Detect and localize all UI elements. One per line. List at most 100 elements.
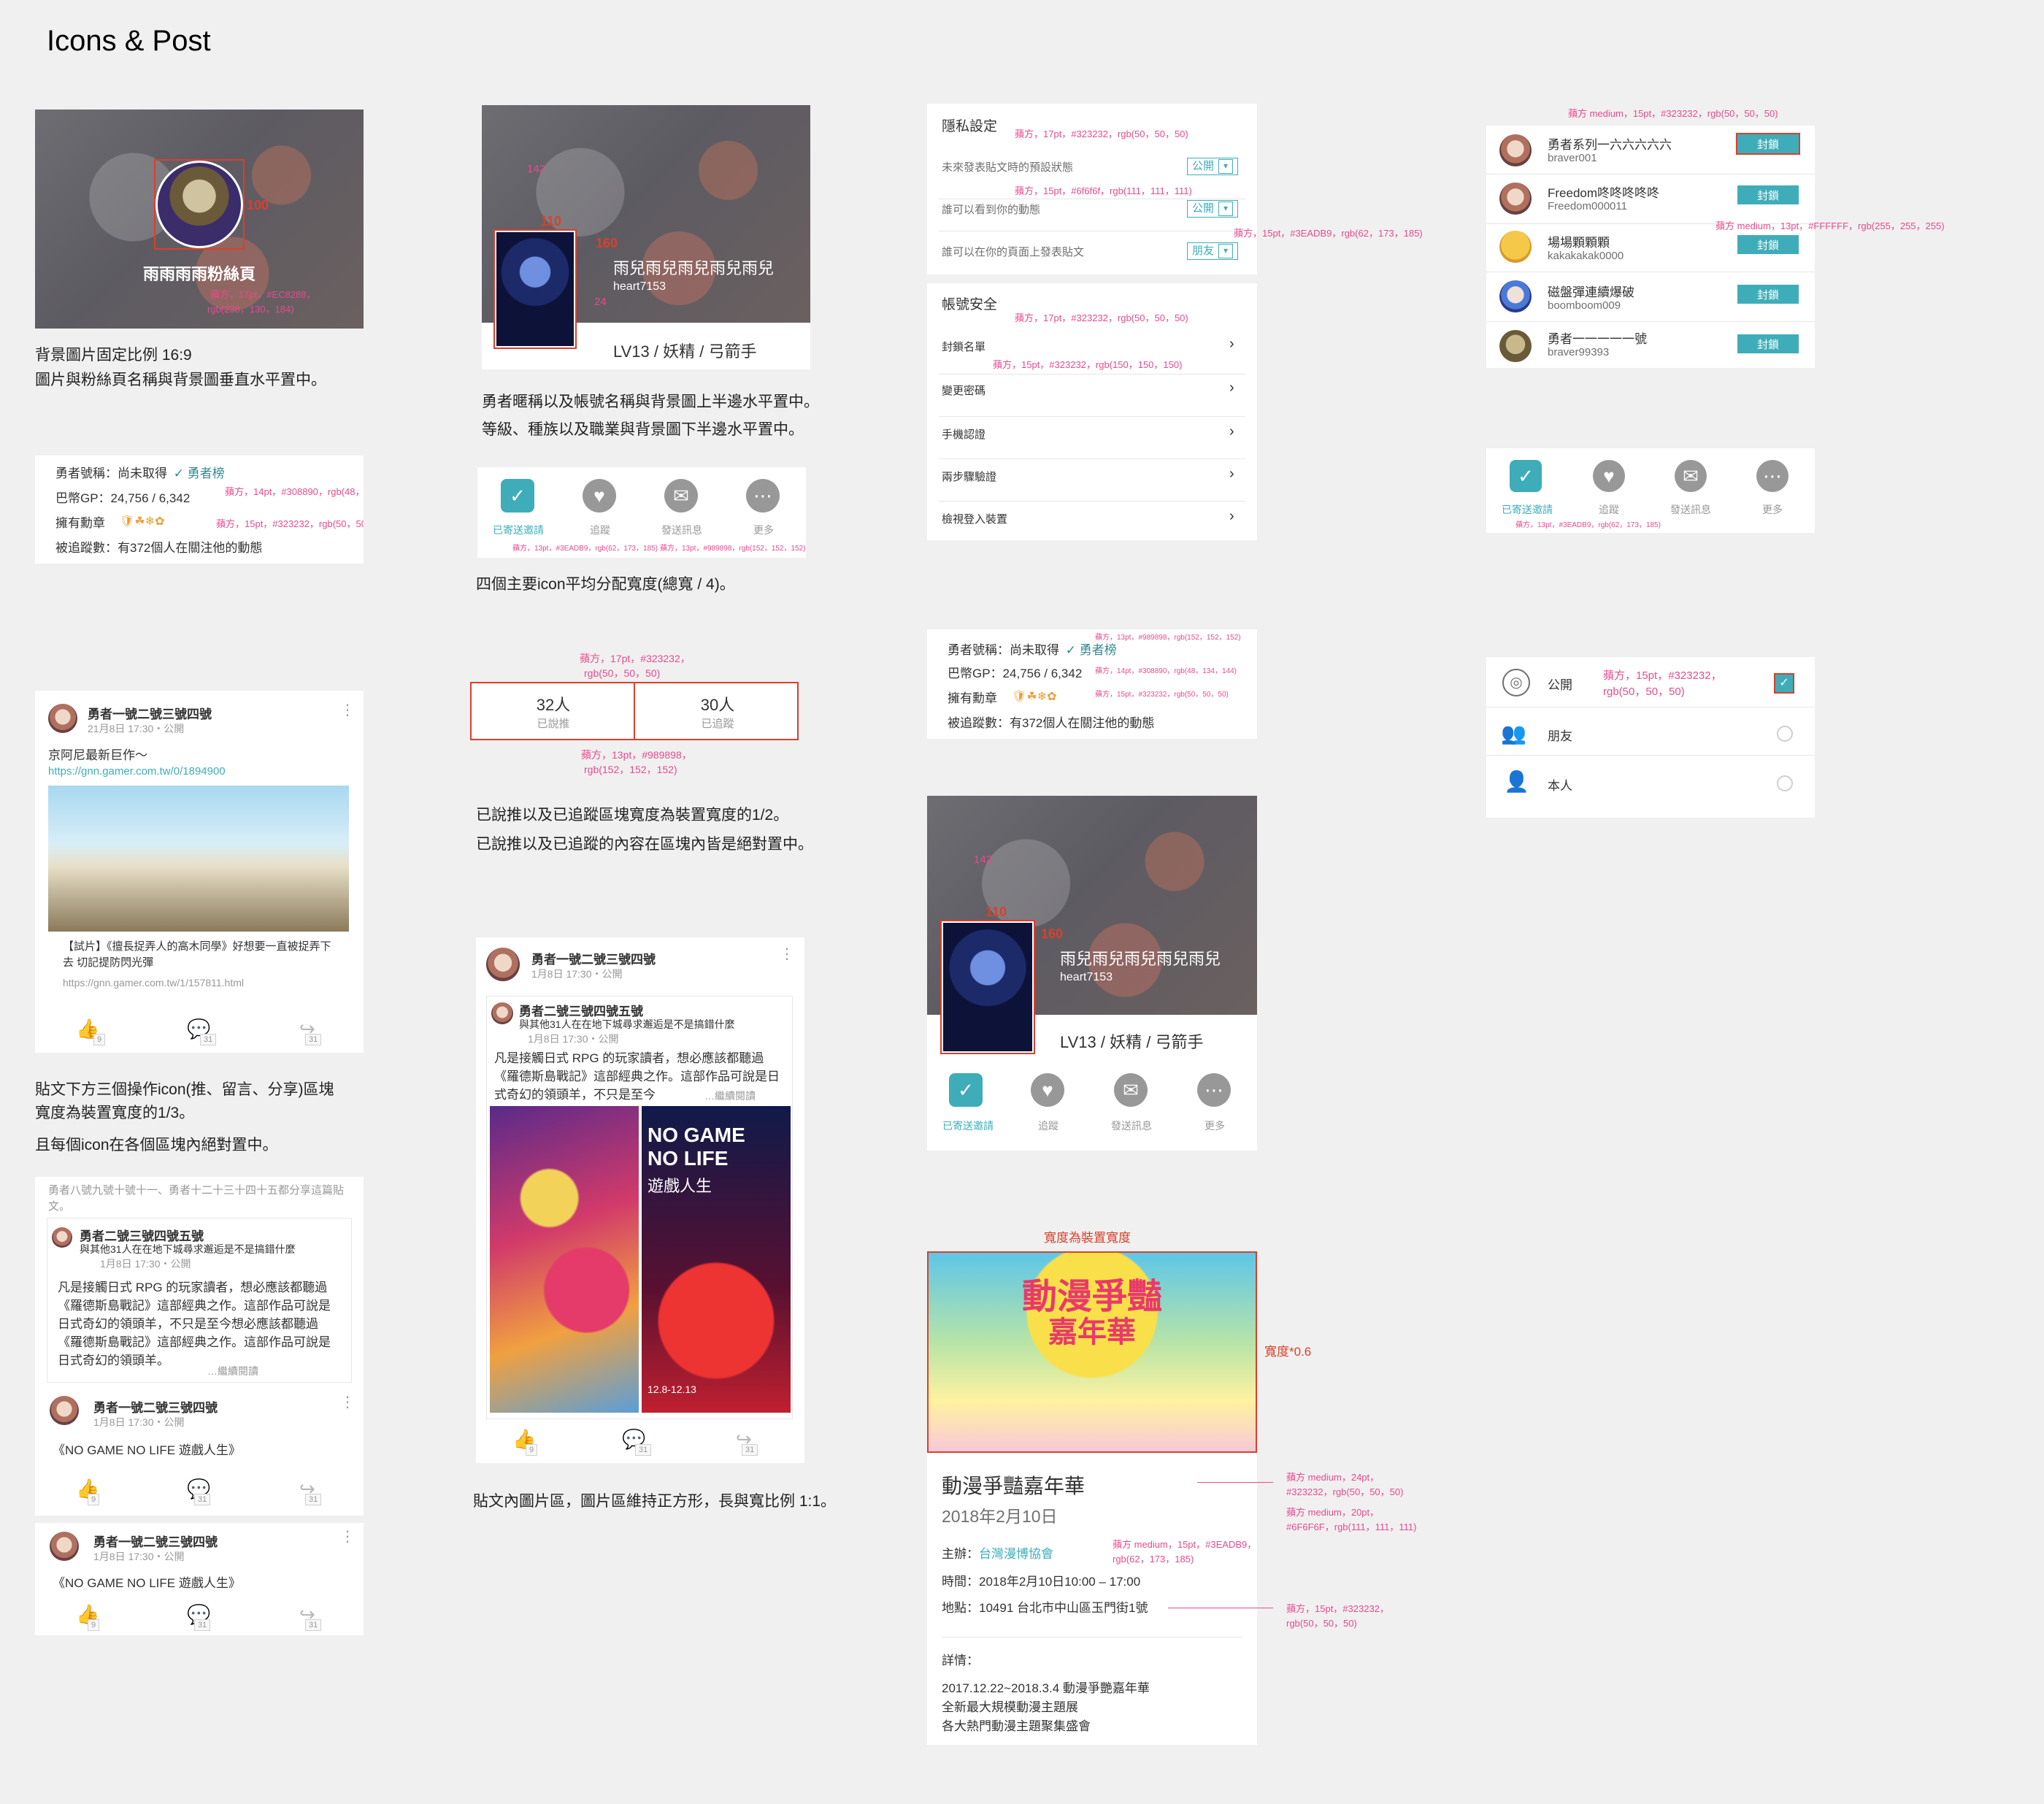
globe-icon: ◎ xyxy=(1502,669,1530,696)
message-icon-3[interactable]: ✉ xyxy=(1675,460,1707,492)
block-user-4-button[interactable]: 封鎖 xyxy=(1737,285,1799,304)
security-row-1[interactable]: 封鎖名單 xyxy=(942,341,986,353)
image-inner-avatar[interactable] xyxy=(491,1002,513,1024)
shared-inner-box[interactable]: 勇者二號三號四號五號 與其他31人在在地下城尋求邂逅是不是搞錯什麼 1月8日 1… xyxy=(47,1218,352,1383)
privacy-row-3-select[interactable]: 朋友 ▾ xyxy=(1187,242,1239,260)
link-preview-image[interactable] xyxy=(48,786,349,932)
image-post-inner[interactable]: 勇者二號三號四號五號 與其他31人在在地下城尋求邂逅是不是搞錯什麼 1月8日 1… xyxy=(486,996,793,1419)
more-icon-2[interactable]: ⋯ xyxy=(1197,1073,1231,1107)
link-preview-title[interactable]: 【試片】《擅長捉弄人的高木同學》好想要一直被捉弄下去 切記提防閃光彈 xyxy=(63,940,331,969)
post-avatar[interactable] xyxy=(48,704,77,733)
invite-sent-icon-2[interactable]: ✓ xyxy=(949,1073,983,1107)
security-row-2[interactable]: 變更密碼 xyxy=(942,385,986,397)
title-label: 勇者號稱：尚未取得 xyxy=(55,467,167,480)
visibility-option-1[interactable]: 公開 xyxy=(1548,678,1572,692)
post2-more-icon[interactable]: ⋮ xyxy=(340,1394,355,1410)
security-row-3[interactable]: 手機認證 xyxy=(942,429,986,441)
inner-avatar[interactable] xyxy=(52,1227,72,1248)
security-divider-1 xyxy=(939,374,1245,375)
liked-block[interactable]: 32人 已說推 xyxy=(472,683,635,739)
event-date: 2018年2月10日 xyxy=(942,1507,1058,1526)
fanpage-avatar[interactable] xyxy=(155,161,243,248)
post-more-icon[interactable]: ⋮ xyxy=(340,702,355,718)
privacy-row-1-select[interactable]: 公開 ▾ xyxy=(1187,158,1239,175)
avatar-dim-box xyxy=(154,159,245,250)
checkbox-checked-icon[interactable]: ✓ xyxy=(1774,673,1794,694)
post3-avatar[interactable] xyxy=(50,1532,79,1561)
visibility-option-2[interactable]: 朋友 xyxy=(1548,729,1572,743)
more-icon-3[interactable]: ⋯ xyxy=(1756,460,1788,492)
visibility-option-3[interactable]: 本人 xyxy=(1548,779,1572,793)
medal-icons-small[interactable]: 🛡☘❄✿ xyxy=(1012,691,1057,703)
title-link-small[interactable]: 勇者榜 xyxy=(1079,643,1117,657)
follow-icon-3[interactable]: ♥ xyxy=(1593,460,1625,492)
link-preview-url[interactable]: https://gnn.gamer.com.tw/1/157811.html xyxy=(63,977,244,989)
follow-label-3: 追蹤 xyxy=(1599,504,1619,515)
inner-author[interactable]: 勇者二號三號四號五號 xyxy=(80,1229,204,1243)
chevron-right-icon[interactable]: › xyxy=(1229,466,1234,482)
medal-icons[interactable]: 🛡☘❄✿ xyxy=(120,515,165,528)
event-banner[interactable]: 動漫爭豔 嘉年華 xyxy=(927,1251,1257,1453)
privacy-row-2-select[interactable]: 公開 ▾ xyxy=(1187,200,1239,218)
action-icons-bar-2: ✓ 已寄送邀請 ♥ 追蹤 ✉ 發送訊息 ⋯ 更多 蘋方，13pt，#3EADB9… xyxy=(1486,448,1815,533)
follow-icon-2[interactable]: ♥ xyxy=(1031,1073,1064,1107)
message-icon[interactable]: ✉ xyxy=(664,479,698,513)
action-icons-bar: ✓ 已寄送邀請 ♥ 追蹤 ✉ 發送訊息 ⋯ 更多 蘋方，13pt，#3EADB9… xyxy=(477,467,806,558)
image-post-more-icon[interactable]: ⋮ xyxy=(780,946,794,962)
security-row-4[interactable]: 兩步驟驗證 xyxy=(942,471,997,483)
spec-link-small: 蘋方，14pt，#308890，rgb(48，134，144) xyxy=(1095,667,1237,675)
dim-142: 142 xyxy=(527,163,546,175)
dim-160: 160 xyxy=(596,236,618,250)
profile-race: 妖精 xyxy=(663,342,696,361)
title-link[interactable]: 勇者榜 xyxy=(187,467,225,480)
post2-gp-count: 9 xyxy=(88,1494,100,1505)
chevron-right-icon[interactable]: › xyxy=(1229,423,1234,440)
block-user-2-button[interactable]: 封鎖 xyxy=(1737,185,1799,204)
message-icon-2[interactable]: ✉ xyxy=(1114,1073,1148,1107)
chevron-down-icon: ▾ xyxy=(1218,159,1234,174)
profile-character-2[interactable] xyxy=(942,921,1034,1053)
radio-unchecked-icon[interactable] xyxy=(1777,726,1793,742)
image-inner-time: 1月8日 17:30・公開 xyxy=(528,1033,619,1045)
block-user-1-avatar[interactable] xyxy=(1499,134,1532,166)
follow-icon[interactable]: ♥ xyxy=(583,479,616,513)
image-inner-more[interactable]: …繼續閱讀 xyxy=(704,1090,756,1102)
image-post-avatar[interactable] xyxy=(486,948,520,981)
security-row-5[interactable]: 檢視登入裝置 xyxy=(942,513,1008,526)
post3-author[interactable]: 勇者一號二號三號四號 xyxy=(93,1535,218,1549)
poster-left-image[interactable] xyxy=(490,1106,639,1413)
block-user-5-id: braver99393 xyxy=(1548,346,1610,358)
profile-character[interactable] xyxy=(495,231,575,348)
event-organizer[interactable]: 台灣漫博協會 xyxy=(979,1547,1053,1561)
block-user-2-avatar[interactable] xyxy=(1499,183,1532,215)
post2-author[interactable]: 勇者一號二號三號四號 xyxy=(93,1401,218,1415)
block-user-1-button[interactable]: 封鎖 xyxy=(1736,133,1800,155)
followed-block[interactable]: 30人 已追蹤 xyxy=(637,683,797,739)
block-user-5-button[interactable]: 封鎖 xyxy=(1737,334,1799,353)
inner-more[interactable]: …繼續閱讀 xyxy=(207,1365,258,1377)
post3-more-icon[interactable]: ⋮ xyxy=(340,1529,355,1545)
block-user-3-avatar[interactable] xyxy=(1499,231,1532,263)
event-height-note: 寬度*0.6 xyxy=(1264,1345,1312,1359)
chevron-right-icon[interactable]: › xyxy=(1229,336,1234,352)
block-user-5-avatar[interactable] xyxy=(1499,330,1532,362)
followed-value: 30人 xyxy=(700,696,735,714)
post2-avatar[interactable] xyxy=(50,1396,79,1425)
block-user-3-id: kakakakak0000 xyxy=(1548,250,1624,262)
image-inner-author[interactable]: 勇者二號三號四號五號 xyxy=(519,1005,643,1018)
chevron-right-icon[interactable]: › xyxy=(1229,380,1234,396)
poster-right-image[interactable]: NO GAME NO LIFE 遊戲人生 12.8-12.13 xyxy=(642,1106,791,1413)
invite-sent-icon-3[interactable]: ✓ xyxy=(1510,460,1542,492)
invite-sent-icon[interactable]: ✓ xyxy=(501,479,534,513)
block-user-4-avatar[interactable] xyxy=(1499,280,1532,312)
chevron-right-icon[interactable]: › xyxy=(1229,508,1234,524)
event-time: 時間：2018年2月10日10:00 – 17:00 xyxy=(942,1575,1141,1589)
post-link[interactable]: https://gnn.gamer.com.tw/0/1894900 xyxy=(48,765,226,778)
post-author[interactable]: 勇者一號二號三號四號 xyxy=(88,707,212,721)
image-post-author[interactable]: 勇者一號二號三號四號 xyxy=(531,953,656,967)
chevron-down-icon: ▾ xyxy=(1218,244,1234,259)
radio-unchecked-icon[interactable] xyxy=(1777,775,1793,791)
spec-text: 蘋方，15pt，#323232，rgb(50，50，50) xyxy=(216,518,364,529)
block-user-3-button[interactable]: 封鎖 xyxy=(1737,235,1799,254)
more-icon[interactable]: ⋯ xyxy=(746,479,780,513)
